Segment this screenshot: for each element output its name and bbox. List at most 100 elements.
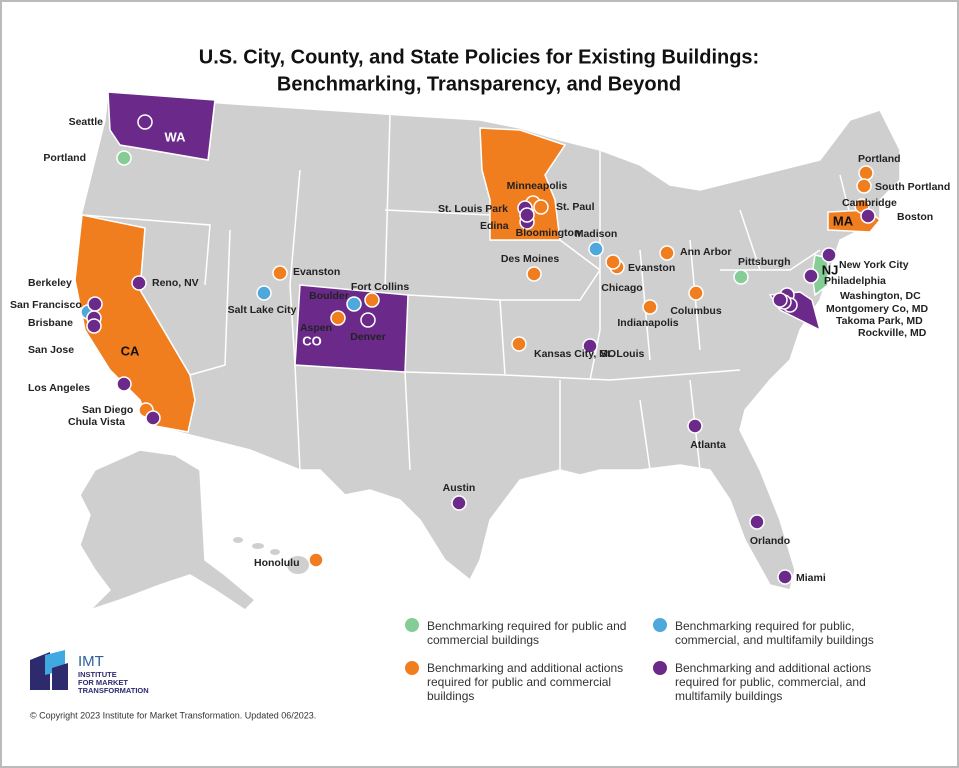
city-label: Los Angeles — [28, 382, 90, 394]
city-label: Miami — [796, 572, 826, 584]
city-label: Berkeley — [28, 277, 72, 289]
city-marker — [86, 318, 102, 334]
city-label: Honolulu — [254, 557, 300, 569]
city-marker — [533, 199, 549, 215]
state-label: CA — [121, 343, 140, 358]
city-marker — [131, 275, 147, 291]
logo-name: IMT — [78, 653, 104, 670]
city-label: Kansas City, MO — [534, 348, 616, 360]
city-marker — [733, 269, 749, 285]
us-mainland — [74, 91, 901, 591]
city-label: Chula Vista — [68, 416, 125, 428]
city-marker — [582, 338, 598, 354]
city-marker — [511, 336, 527, 352]
city-marker — [860, 208, 876, 224]
legend-marker — [653, 618, 667, 632]
city-marker — [659, 245, 675, 261]
city-label: St. Louis Park — [438, 203, 508, 215]
city-marker — [821, 247, 837, 263]
city-label: New York City — [839, 259, 909, 271]
city-marker — [777, 569, 793, 585]
legend-text: Benchmarking and additional actions requ… — [427, 661, 624, 703]
city-marker — [137, 114, 153, 130]
city-marker — [116, 150, 132, 166]
city-label: San Francisco — [10, 299, 82, 311]
legend-marker — [653, 661, 667, 675]
city-marker — [856, 178, 872, 194]
city-label: South Portland — [875, 181, 950, 193]
city-label: Portland — [43, 152, 86, 164]
hawaii — [233, 537, 309, 574]
city-marker — [687, 418, 703, 434]
city-label: Minneapolis — [507, 180, 568, 192]
logo-line: TRANSFORMATION — [78, 686, 149, 695]
city-label: Montgomery Co, MD — [826, 303, 928, 315]
city-label: Fort Collins — [351, 281, 409, 293]
city-label: St. Louis — [600, 348, 644, 360]
legend-text: Benchmarking required for public, commer… — [675, 619, 874, 647]
city-label: San Jose — [28, 344, 74, 356]
land — [74, 91, 901, 611]
city-label: Denver — [350, 331, 386, 343]
city-label: Seattle — [69, 116, 104, 128]
legend-text: Benchmarking and additional actions requ… — [675, 661, 872, 703]
labels: NJ Portland Pittsburgh CA MA Portland South Po… — [10, 116, 950, 584]
alaska — [79, 449, 257, 611]
city-label: Salt Lake City — [228, 304, 297, 316]
city-marker — [364, 292, 380, 308]
city-label: Orlando — [750, 535, 790, 547]
city-marker — [588, 241, 604, 257]
city-label: Evanston — [628, 262, 675, 274]
city-marker — [116, 376, 132, 392]
legend-marker — [405, 661, 419, 675]
city-label: Aspen — [300, 322, 332, 334]
city-marker — [858, 165, 874, 181]
state-label: CO — [302, 333, 322, 348]
city-label: Edina — [480, 220, 509, 232]
city-marker — [772, 292, 788, 308]
city-label: Boston — [897, 211, 933, 223]
city-marker — [145, 410, 161, 426]
city-marker — [256, 285, 272, 301]
city-marker — [330, 310, 346, 326]
city-label: Washington, DC — [840, 290, 921, 302]
city-label: Austin — [443, 482, 476, 494]
city-label: Chicago — [601, 282, 642, 294]
city-marker — [308, 552, 324, 568]
city-label: Cambridge — [842, 197, 897, 209]
city-label: Pittsburgh — [738, 256, 791, 268]
city-label: Evanston — [293, 266, 340, 278]
city-marker — [749, 514, 765, 530]
city-marker — [272, 265, 288, 281]
city-marker — [688, 285, 704, 301]
logo-shape — [52, 663, 68, 690]
city-label: San Diego — [82, 404, 133, 416]
city-label: Philadelphia — [824, 275, 886, 287]
city-label: St. Paul — [556, 201, 595, 213]
city-marker — [451, 495, 467, 511]
city-marker — [642, 299, 658, 315]
legend-marker — [405, 618, 419, 632]
city-label: Brisbane — [28, 317, 73, 329]
state-label: WA — [165, 129, 187, 144]
copyright: © Copyright 2023 Institute for Market Tr… — [30, 710, 316, 720]
city-label: Des Moines — [501, 253, 560, 265]
logo: IMT INSTITUTE FOR MARKET TRANSFORMATION — [30, 650, 149, 695]
city-label: Ann Arbor — [680, 246, 732, 258]
city-marker — [803, 268, 819, 284]
title-line: Benchmarking, Transparency, and Beyond — [277, 73, 681, 95]
city-label: Madison — [575, 228, 618, 240]
city-marker — [360, 312, 376, 328]
state-shape — [107, 91, 216, 161]
state-label: MA — [833, 213, 854, 228]
city-label: Bloomington — [516, 227, 581, 239]
logo-line: INSTITUTE — [78, 670, 117, 679]
city-label: Columbus — [670, 305, 721, 317]
city-label: Reno, NV — [152, 277, 199, 289]
city-label: Rockville, MD — [858, 327, 927, 339]
city-label: Portland — [858, 153, 901, 165]
city-marker — [87, 296, 103, 312]
state-label: NJ — [822, 262, 839, 277]
